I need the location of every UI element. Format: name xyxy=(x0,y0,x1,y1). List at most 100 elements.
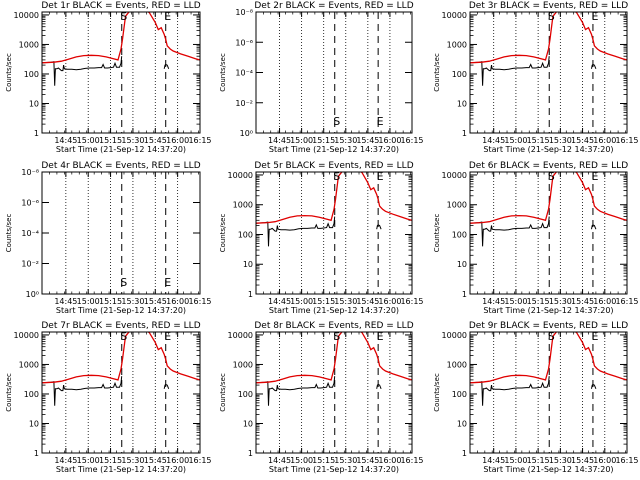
y-tick-label: 10⁰ xyxy=(240,129,253,138)
x-axis-label: Start Time (21-Sep-12 14:37:20) xyxy=(269,145,399,154)
data-area xyxy=(256,332,412,406)
x-tick-label: 14:45 xyxy=(482,456,505,465)
y-axis-label: Counts/sec xyxy=(219,53,227,92)
y-axis-label: Counts/sec xyxy=(5,373,13,412)
y-tick-label: 100 xyxy=(452,70,467,79)
y-axis-label: Counts/sec xyxy=(5,214,13,253)
x-tick-label: 15:30 xyxy=(334,136,357,145)
lld-line xyxy=(42,12,200,64)
x-tick-label: 16:15 xyxy=(615,136,638,145)
x-tick-label: 14:45 xyxy=(268,136,291,145)
x-tick-label: 15:00 xyxy=(290,456,313,465)
marker-s: S xyxy=(120,10,127,23)
plot-frame xyxy=(41,331,201,454)
y-tick-label: 1 xyxy=(34,129,39,138)
y-tick-label: 10000 xyxy=(442,171,467,180)
data-area xyxy=(42,332,200,406)
x-tick-label: 15:30 xyxy=(121,456,144,465)
data-area xyxy=(42,12,200,86)
panel-det-6: Det 6r BLACK = Events, RED = LLD 1 10 100 10… xyxy=(433,161,639,315)
panel-det-8: Det 8r BLACK = Events, RED = LLD 1 10 100 10… xyxy=(219,321,424,474)
x-tick-label: 15:15 xyxy=(99,136,122,145)
x-tick-label: 15:30 xyxy=(121,136,144,145)
x-tick-label: 15:30 xyxy=(549,456,572,465)
x-tick-label: 16:15 xyxy=(188,297,211,306)
x-axis-label: Start Time (21-Sep-12 14:37:20) xyxy=(269,306,399,315)
x-tick-label: 15:15 xyxy=(312,297,335,306)
y-tick-label: 1000 xyxy=(447,40,467,49)
x-tick-label: 16:00 xyxy=(378,297,401,306)
lld-line xyxy=(256,332,412,384)
x-tick-label: 16:15 xyxy=(615,297,638,306)
x-tick-label: 15:45 xyxy=(356,456,379,465)
panel-det-2: Det 2r BLACK = Events, RED = LLD 10⁰ 10⁻² 1… xyxy=(219,1,424,154)
plot-frame xyxy=(255,331,413,454)
y-tick-label: 100 xyxy=(452,230,467,239)
y-tick-label: 1 xyxy=(248,290,253,299)
x-tick-label: 15:15 xyxy=(527,297,550,306)
marker-e: E xyxy=(591,10,598,23)
marker-s: S xyxy=(120,276,127,289)
data-area xyxy=(470,332,627,406)
y-axis-label: Counts/sec xyxy=(433,53,441,92)
y-axis-label: Counts/sec xyxy=(5,53,13,92)
x-tick-label: 15:00 xyxy=(77,136,100,145)
x-tick-label: 15:15 xyxy=(527,456,550,465)
y-tick-label: 10000 xyxy=(14,11,39,20)
x-tick-label: 15:30 xyxy=(334,456,357,465)
events-line xyxy=(591,63,597,69)
x-tick-label: 14:45 xyxy=(54,297,77,306)
panel-title: Det 8r BLACK = Events, RED = LLD xyxy=(254,321,413,331)
x-tick-label: 15:00 xyxy=(290,297,313,306)
panel-det-5: Det 5r BLACK = Events, RED = LLD 1 10 100 10… xyxy=(219,161,424,315)
y-tick-label: 100 xyxy=(238,390,253,399)
x-tick-label: 15:00 xyxy=(504,136,527,145)
y-tick-label: 10⁻⁶ xyxy=(235,38,253,47)
y-axis-label: Counts/sec xyxy=(219,373,227,412)
marker-e: E xyxy=(591,330,598,343)
data-area xyxy=(470,172,627,247)
x-tick-label: 16:15 xyxy=(188,136,211,145)
marker-s: S xyxy=(548,170,555,183)
y-tick-label: 10⁰ xyxy=(26,290,39,299)
plot-frame xyxy=(469,171,628,295)
marker-e: E xyxy=(377,170,384,183)
y-tick-label: 10⁻⁶ xyxy=(21,199,39,208)
y-tick-label: 10000 xyxy=(442,11,467,20)
x-tick-label: 15:45 xyxy=(144,456,167,465)
marker-e: E xyxy=(591,170,598,183)
x-tick-label: 15:45 xyxy=(144,136,167,145)
x-axis-label: Start Time (21-Sep-12 14:37:20) xyxy=(269,465,399,474)
x-tick-label: 14:45 xyxy=(54,456,77,465)
y-tick-label: 10⁻² xyxy=(21,260,39,269)
y-tick-label: 10 xyxy=(457,419,467,428)
y-tick-label: 1000 xyxy=(233,201,253,210)
panel-title: Det 4r BLACK = Events, RED = LLD xyxy=(41,161,200,171)
y-tick-label: 10⁻⁴ xyxy=(21,229,39,238)
marker-e: E xyxy=(164,330,171,343)
x-axis-label: Start Time (21-Sep-12 14:37:20) xyxy=(483,306,613,315)
x-tick-label: 14:45 xyxy=(268,456,291,465)
marker-s: S xyxy=(333,115,340,128)
y-tick-label: 1 xyxy=(462,449,467,458)
y-axis-label: Counts/sec xyxy=(433,214,441,253)
marker-e: E xyxy=(164,276,171,289)
x-tick-label: 15:00 xyxy=(504,456,527,465)
y-tick-label: 10 xyxy=(457,99,467,108)
x-tick-label: 16:15 xyxy=(400,136,423,145)
y-tick-label: 1 xyxy=(248,449,253,458)
x-tick-label: 16:00 xyxy=(378,136,401,145)
panel-det-1: Det 1r BLACK = Events, RED = LLD 1 10 100 10… xyxy=(5,1,212,154)
panel-title: Det 9r BLACK = Events, RED = LLD xyxy=(469,321,628,331)
y-tick-label: 1000 xyxy=(447,201,467,210)
panel-det-7: Det 7r BLACK = Events, RED = LLD 1 10 100 10… xyxy=(5,321,212,474)
x-tick-label: 16:00 xyxy=(593,136,616,145)
y-tick-label: 100 xyxy=(238,230,253,239)
marker-s: S xyxy=(333,170,340,183)
x-tick-label: 16:15 xyxy=(615,456,638,465)
x-tick-label: 15:30 xyxy=(121,297,144,306)
y-tick-label: 10 xyxy=(29,419,39,428)
x-tick-label: 15:30 xyxy=(549,136,572,145)
x-axis-label: Start Time (21-Sep-12 14:37:20) xyxy=(483,465,613,474)
x-tick-label: 15:15 xyxy=(527,136,550,145)
